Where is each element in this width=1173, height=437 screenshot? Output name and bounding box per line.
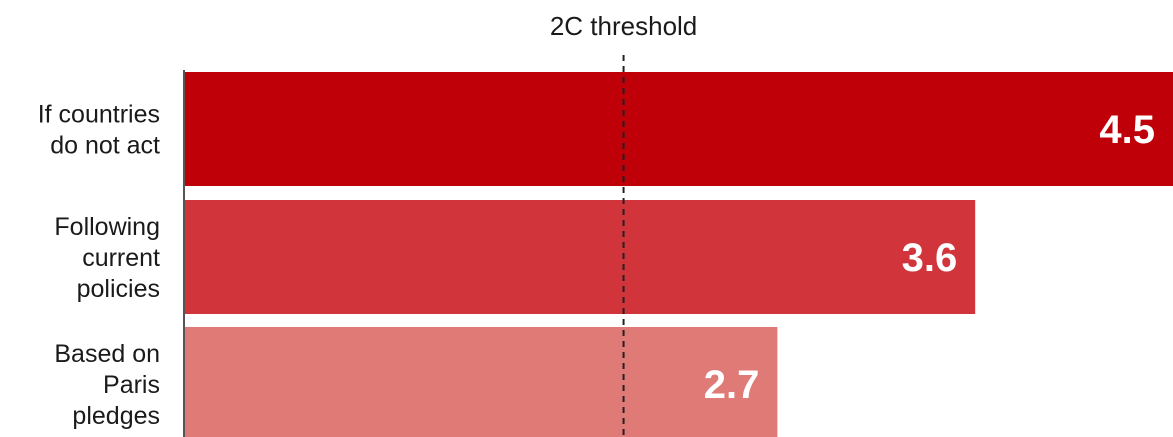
- value-label-1: 4.5: [1099, 108, 1155, 152]
- bar-3: [185, 327, 777, 437]
- category-label-1: If countries do not act: [38, 101, 160, 160]
- value-label-3: 2.7: [704, 363, 760, 407]
- bars-layer: 4.5 3.6 2.7: [185, 72, 1173, 437]
- bar-1: [185, 72, 1173, 186]
- value-label-2: 3.6: [902, 236, 958, 280]
- category-label-line: current: [82, 244, 160, 272]
- category-label-3: Based on Paris pledges: [54, 340, 160, 430]
- category-label-line: Based on: [54, 340, 160, 368]
- bar-2: [185, 200, 975, 314]
- category-label-2: Following current policies: [54, 213, 160, 303]
- category-label-line: If countries: [38, 101, 160, 129]
- threshold-label: 2C threshold: [550, 11, 697, 41]
- category-label-line: pledges: [72, 402, 160, 430]
- category-label-line: Paris: [103, 371, 160, 399]
- category-label-line: policies: [77, 275, 160, 303]
- category-label-line: Following: [54, 213, 160, 241]
- category-labels-layer: If countries do not act Following current po…: [38, 101, 160, 431]
- category-label-line: do not act: [50, 132, 160, 160]
